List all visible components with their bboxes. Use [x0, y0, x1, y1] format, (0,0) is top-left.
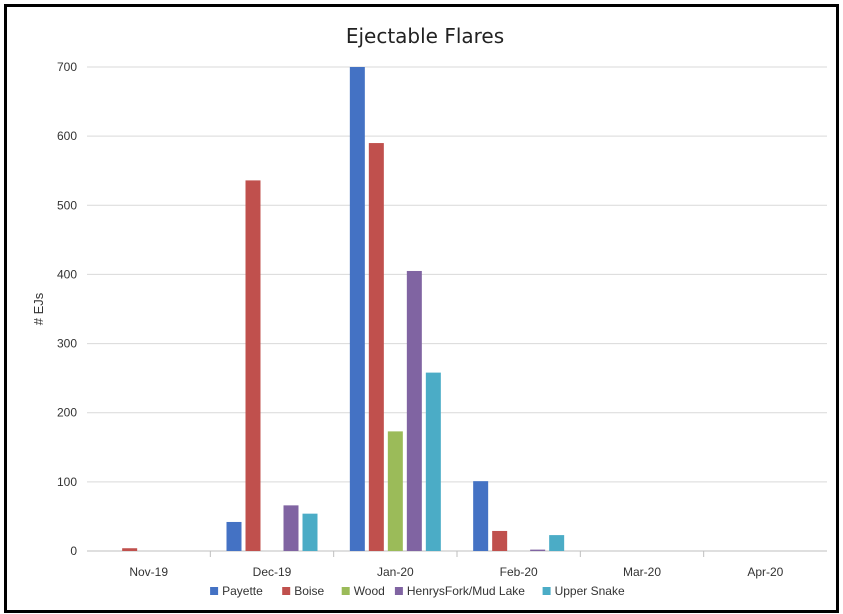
bar-upper-snake	[549, 535, 565, 551]
y-tick-label: 100	[57, 475, 77, 489]
bar-boise	[245, 180, 261, 551]
bar-wood	[387, 431, 403, 551]
bar-henrysfork-mud-lake	[530, 549, 546, 551]
y-tick-label: 600	[57, 129, 77, 143]
legend-swatch	[394, 587, 403, 595]
legend-label: Wood	[354, 584, 385, 598]
legend-swatch	[282, 587, 291, 595]
y-tick-label: 500	[57, 198, 77, 212]
legend-label: Boise	[294, 584, 324, 598]
legend-label: Payette	[222, 584, 263, 598]
bar-payette	[349, 67, 365, 551]
y-tick-label: 700	[57, 60, 77, 74]
bar-payette	[226, 521, 242, 551]
legend-label: HenrysFork/Mud Lake	[407, 584, 525, 598]
legend-label: Upper Snake	[555, 584, 625, 598]
x-tick-label: Mar-20	[623, 565, 661, 579]
y-axis-ticks: 0 100 200 300 400 500 600 700	[57, 60, 77, 558]
x-tick-label: Feb-20	[500, 565, 538, 579]
legend-swatch	[341, 587, 350, 595]
bar-upper-snake	[425, 372, 441, 551]
chart-frame: Ejectable Flares # EJs 0 100 200 300 400 500 6…	[4, 4, 839, 613]
legend: Payette Boise Wood HenrysFork/Mud Lake Upper…	[210, 584, 625, 598]
bar-boise	[368, 143, 384, 552]
x-tick-label: Nov-19	[129, 565, 168, 579]
y-tick-label: 300	[57, 337, 77, 351]
chart: Ejectable Flares # EJs 0 100 200 300 400 500 6…	[31, 24, 827, 598]
x-tick-label: Dec-19	[253, 565, 292, 579]
x-tick-label: Apr-20	[747, 565, 783, 579]
bars	[122, 67, 565, 552]
y-axis-label: # EJs	[31, 292, 46, 325]
bar-henrysfork-mud-lake	[283, 505, 299, 551]
y-tick-label: 200	[57, 406, 77, 420]
chart-title: Ejectable Flares	[346, 24, 504, 48]
gridlines	[87, 66, 827, 552]
bar-boise	[122, 548, 138, 551]
y-tick-label: 400	[57, 267, 77, 281]
bar-henrysfork-mud-lake	[406, 270, 422, 551]
legend-swatch	[542, 587, 551, 595]
y-tick-label: 0	[70, 544, 77, 558]
bar-upper-snake	[302, 513, 318, 551]
bar-boise	[492, 530, 508, 551]
x-tick-label: Jan-20	[377, 565, 414, 579]
legend-swatch	[210, 587, 219, 595]
x-axis-ticks: Nov-19 Dec-19 Jan-20 Feb-20 Mar-20 Apr-20	[129, 551, 784, 579]
bar-payette	[473, 481, 489, 551]
